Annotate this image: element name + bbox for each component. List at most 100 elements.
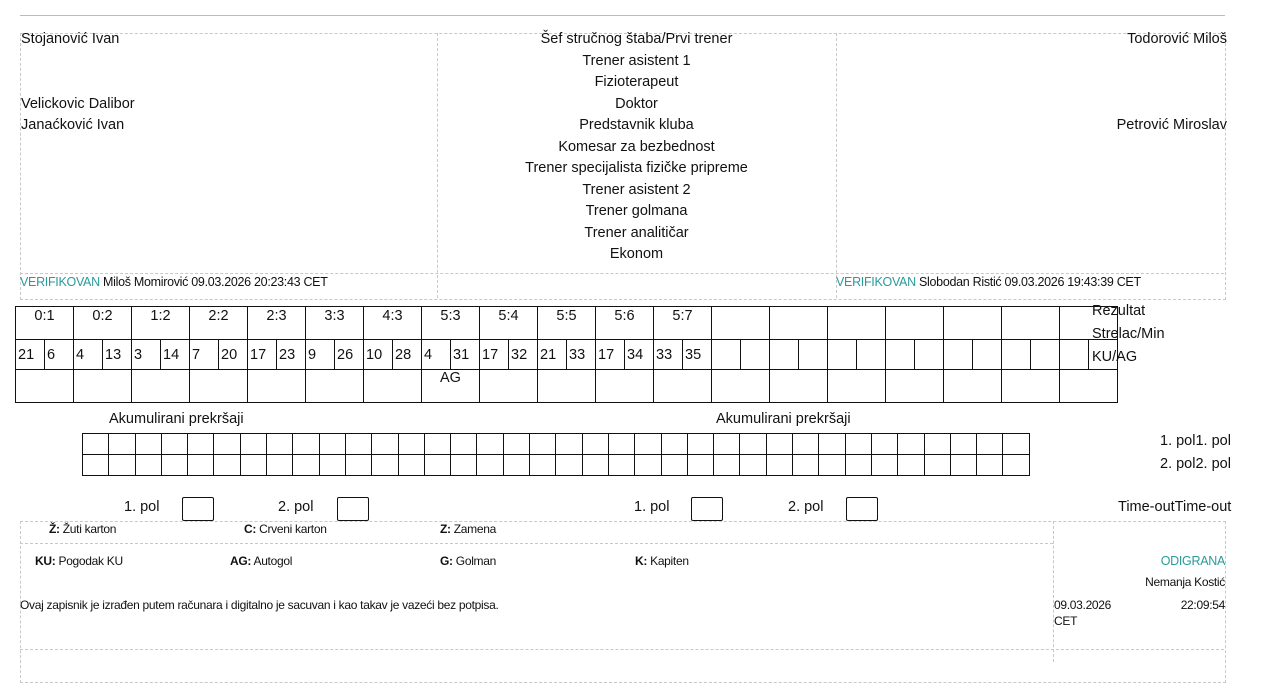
- foul-cell[interactable]: [160, 454, 189, 476]
- foul-cell[interactable]: [765, 433, 794, 455]
- foul-cell[interactable]: [870, 433, 899, 455]
- home-fouls-title: Akumulirani prekršaji: [109, 411, 244, 427]
- foul-cell[interactable]: [844, 433, 872, 455]
- foul-cell[interactable]: [108, 433, 136, 455]
- foul-cell[interactable]: [371, 454, 399, 476]
- goals-table: 0:1 0:2 1:2 2:2 2:3 3:3 4:3 5:3 5:4 5:5 5:6 5:7 21 6 4…: [15, 306, 1118, 403]
- goal-type-cell: [305, 369, 364, 403]
- foul-cell[interactable]: [818, 454, 846, 476]
- foul-cell[interactable]: [397, 454, 425, 476]
- home-official: Stojanović Ivan: [21, 31, 120, 47]
- foul-cell[interactable]: [923, 433, 951, 455]
- row-divider: [20, 649, 1224, 650]
- foul-cell[interactable]: [266, 433, 294, 455]
- foul-cell[interactable]: [450, 454, 478, 476]
- foul-cell[interactable]: [81, 454, 110, 476]
- foul-cell[interactable]: [765, 454, 794, 476]
- foul-cell[interactable]: [529, 433, 557, 455]
- foul-cell[interactable]: [818, 433, 846, 455]
- foul-cell[interactable]: [607, 454, 636, 476]
- foul-cell[interactable]: [371, 433, 399, 455]
- foul-cell[interactable]: [870, 454, 899, 476]
- foul-cell[interactable]: [187, 454, 215, 476]
- foul-cell[interactable]: [792, 454, 820, 476]
- legend-note: Ovaj zapisnik je izrađen putem računara …: [20, 598, 499, 612]
- foul-cell[interactable]: [792, 433, 820, 455]
- role-label: Doktor: [615, 95, 658, 112]
- goal-player-cell: 17: [479, 339, 509, 370]
- goal-player-cell: [1059, 339, 1089, 370]
- foul-cell[interactable]: [1002, 454, 1030, 476]
- home-verification: VERIFIKOVAN Miloš Momirović 09.03.2026 2…: [20, 275, 328, 289]
- foul-cell[interactable]: [502, 433, 531, 455]
- foul-cell[interactable]: [134, 433, 162, 455]
- foul-cell[interactable]: [1002, 433, 1030, 455]
- goal-min-cell: [972, 339, 1002, 370]
- foul-cell[interactable]: [160, 433, 189, 455]
- goal-player-cell: [1001, 339, 1031, 370]
- home-timeout-second-half-box[interactable]: [337, 497, 369, 521]
- foul-cell[interactable]: [581, 454, 609, 476]
- goal-type-cell: [653, 369, 712, 403]
- foul-cell[interactable]: [923, 454, 951, 476]
- foul-cell[interactable]: [239, 433, 268, 455]
- timeout-label: 1. pol: [634, 499, 670, 515]
- foul-cell[interactable]: [634, 454, 662, 476]
- foul-cell[interactable]: [397, 433, 425, 455]
- foul-cell[interactable]: [686, 433, 715, 455]
- away-timeout-second-half-box[interactable]: [846, 497, 878, 521]
- foul-cell[interactable]: [423, 454, 452, 476]
- foul-cell[interactable]: [713, 454, 741, 476]
- foul-cell[interactable]: [739, 454, 767, 476]
- away-timeout-first-half-box[interactable]: [691, 497, 723, 521]
- role-label: Trener asistent 1: [582, 52, 691, 69]
- foul-cell[interactable]: [897, 433, 925, 455]
- foul-cell[interactable]: [476, 454, 504, 476]
- foul-cell[interactable]: [344, 454, 373, 476]
- foul-cell[interactable]: [239, 454, 268, 476]
- foul-cell[interactable]: [949, 454, 978, 476]
- goal-type-cell: [885, 369, 944, 403]
- away-official: [840, 51, 1227, 73]
- foul-cell[interactable]: [81, 433, 110, 455]
- foul-cell[interactable]: [213, 454, 241, 476]
- goal-player-cell: 33: [653, 339, 683, 370]
- foul-cell[interactable]: [344, 433, 373, 455]
- foul-cell[interactable]: [423, 433, 452, 455]
- foul-cell[interactable]: [502, 454, 531, 476]
- foul-cell[interactable]: [949, 433, 978, 455]
- foul-cell[interactable]: [660, 454, 688, 476]
- foul-cell[interactable]: [187, 433, 215, 455]
- foul-cell[interactable]: [555, 433, 583, 455]
- foul-cell[interactable]: [476, 433, 504, 455]
- goal-type-cell: AG: [421, 369, 480, 403]
- foul-cell[interactable]: [976, 433, 1004, 455]
- home-timeout-first-half-box[interactable]: [182, 497, 214, 521]
- foul-cell[interactable]: [450, 433, 478, 455]
- foul-cell[interactable]: [529, 454, 557, 476]
- foul-cell[interactable]: [134, 454, 162, 476]
- foul-cell[interactable]: [660, 433, 688, 455]
- foul-cell[interactable]: [897, 454, 925, 476]
- goal-player-cell: 9: [305, 339, 335, 370]
- foul-cell[interactable]: [686, 454, 715, 476]
- foul-cell[interactable]: [318, 454, 346, 476]
- foul-cell[interactable]: [213, 433, 241, 455]
- foul-cell[interactable]: [607, 433, 636, 455]
- foul-cell[interactable]: [292, 433, 320, 455]
- foul-cell[interactable]: [108, 454, 136, 476]
- foul-cell[interactable]: [713, 433, 741, 455]
- foul-cell[interactable]: [555, 454, 583, 476]
- foul-cell[interactable]: [844, 454, 872, 476]
- foul-cell[interactable]: [581, 433, 609, 455]
- foul-cell[interactable]: [976, 454, 1004, 476]
- official-roles: Šef stručnog štaba/Prvi trener Trener asi…: [437, 29, 836, 266]
- goal-score-cell: [711, 306, 770, 340]
- foul-cell[interactable]: [634, 433, 662, 455]
- foul-cell[interactable]: [739, 433, 767, 455]
- foul-cell[interactable]: [266, 454, 294, 476]
- foul-cell[interactable]: [318, 433, 346, 455]
- foul-cell[interactable]: [292, 454, 320, 476]
- goal-min-cell: 14: [160, 339, 190, 370]
- verified-status: VERIFIKOVAN: [836, 275, 916, 289]
